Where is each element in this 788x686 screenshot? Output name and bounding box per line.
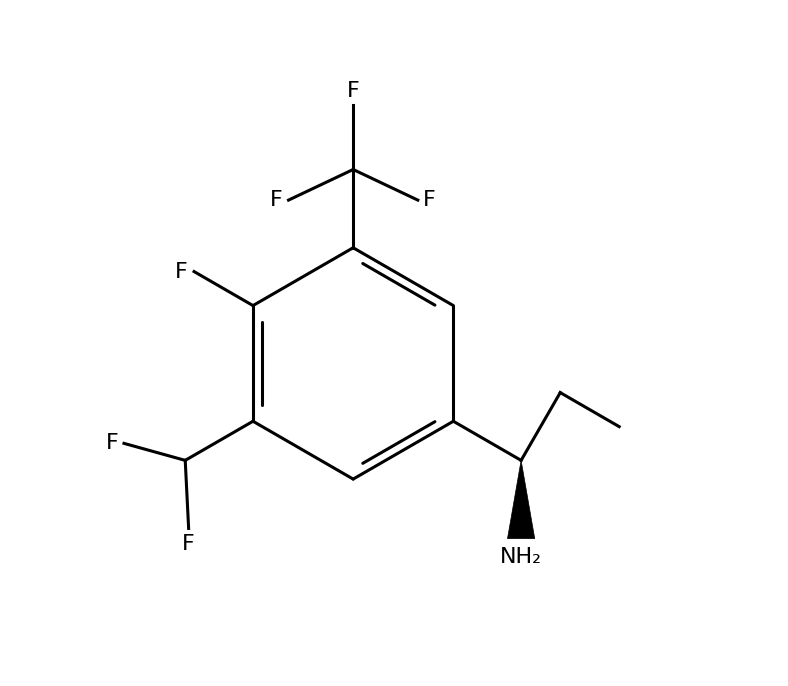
Text: F: F <box>106 434 118 453</box>
Text: F: F <box>270 190 283 210</box>
Polygon shape <box>507 460 535 539</box>
Text: F: F <box>423 190 436 210</box>
Text: NH₂: NH₂ <box>500 547 542 567</box>
Text: F: F <box>182 534 195 554</box>
Text: F: F <box>347 82 359 102</box>
Text: F: F <box>174 261 188 281</box>
